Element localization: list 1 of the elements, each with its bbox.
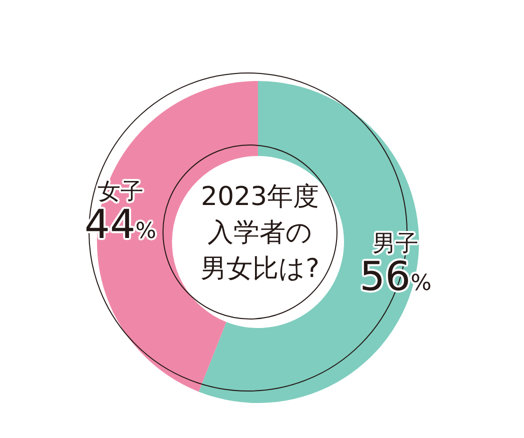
text: 2023年度入学者の男女比は? [200, 181, 320, 286]
